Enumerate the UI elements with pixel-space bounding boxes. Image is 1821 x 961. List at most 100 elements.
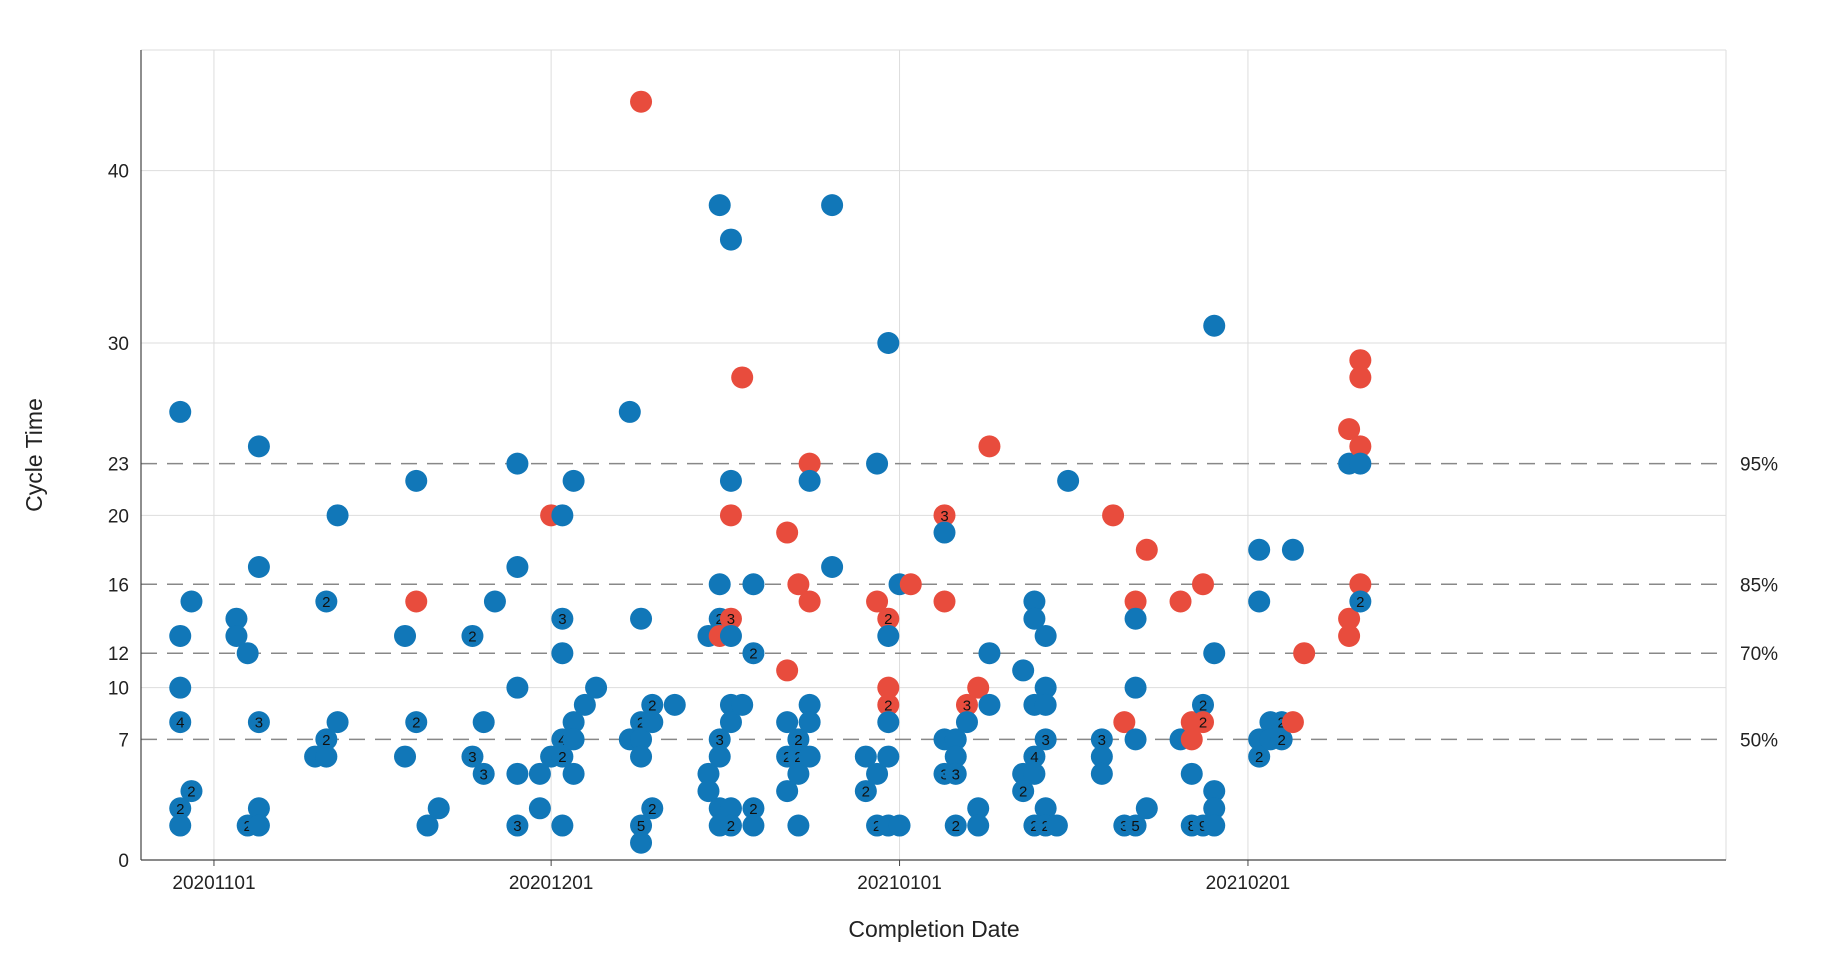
data-point[interactable] xyxy=(562,711,585,734)
data-point[interactable] xyxy=(944,728,967,751)
data-point[interactable] xyxy=(967,676,990,699)
data-point[interactable] xyxy=(1281,711,1304,734)
data-point[interactable] xyxy=(394,745,417,768)
data-point[interactable] xyxy=(169,797,192,820)
data-point[interactable] xyxy=(888,814,911,837)
data-point[interactable] xyxy=(1248,538,1271,561)
data-point[interactable] xyxy=(562,762,585,785)
data-point[interactable] xyxy=(405,711,428,734)
data-point[interactable] xyxy=(169,676,192,699)
data-point[interactable] xyxy=(1102,504,1125,527)
data-point[interactable] xyxy=(944,745,967,768)
data-point[interactable] xyxy=(551,607,574,630)
data-point[interactable] xyxy=(877,624,900,647)
data-point[interactable] xyxy=(585,676,608,699)
data-point[interactable] xyxy=(630,607,653,630)
data-point[interactable] xyxy=(877,711,900,734)
data-point[interactable] xyxy=(1349,452,1372,475)
data-point[interactable] xyxy=(1203,814,1226,837)
data-point[interactable] xyxy=(787,814,810,837)
data-point[interactable] xyxy=(315,590,338,613)
data-point[interactable] xyxy=(1349,573,1372,596)
data-point[interactable] xyxy=(326,504,349,527)
data-point[interactable] xyxy=(551,814,574,837)
data-point[interactable] xyxy=(1169,590,1192,613)
data-point[interactable] xyxy=(461,745,484,768)
data-point[interactable] xyxy=(719,607,742,630)
data-point[interactable] xyxy=(798,590,821,613)
data-point[interactable] xyxy=(236,642,259,665)
data-point[interactable] xyxy=(776,780,799,803)
data-point[interactable] xyxy=(821,194,844,217)
data-point[interactable] xyxy=(247,435,270,458)
data-point[interactable] xyxy=(405,469,428,492)
data-point[interactable] xyxy=(506,452,529,475)
data-point[interactable] xyxy=(854,780,877,803)
data-point[interactable] xyxy=(787,573,810,596)
data-point[interactable] xyxy=(630,745,653,768)
data-point[interactable] xyxy=(944,762,967,785)
data-point[interactable] xyxy=(630,90,653,113)
data-point[interactable] xyxy=(877,745,900,768)
data-point[interactable] xyxy=(1338,607,1361,630)
data-point[interactable] xyxy=(180,590,203,613)
data-point[interactable] xyxy=(866,452,889,475)
data-point[interactable] xyxy=(877,331,900,354)
data-point[interactable] xyxy=(1248,745,1271,768)
data-point[interactable] xyxy=(1293,642,1316,665)
data-point[interactable] xyxy=(1281,538,1304,561)
data-point[interactable] xyxy=(1124,676,1147,699)
data-point[interactable] xyxy=(1349,349,1372,372)
data-point[interactable] xyxy=(1338,624,1361,647)
data-point[interactable] xyxy=(1180,762,1203,785)
data-point[interactable] xyxy=(1124,607,1147,630)
data-point[interactable] xyxy=(472,711,495,734)
data-point[interactable] xyxy=(506,814,529,837)
data-point[interactable] xyxy=(506,556,529,579)
data-point[interactable] xyxy=(708,728,731,751)
data-point[interactable] xyxy=(394,624,417,647)
data-point[interactable] xyxy=(1192,573,1214,596)
data-point[interactable] xyxy=(742,797,765,820)
data-point[interactable] xyxy=(798,711,821,734)
data-point[interactable] xyxy=(742,814,765,837)
data-point[interactable] xyxy=(315,728,338,751)
data-point[interactable] xyxy=(1090,728,1113,751)
data-point[interactable] xyxy=(933,521,956,544)
data-point[interactable] xyxy=(731,693,754,716)
data-point[interactable] xyxy=(798,745,821,768)
data-point[interactable] xyxy=(944,814,967,837)
data-point[interactable] xyxy=(641,797,664,820)
data-point[interactable] xyxy=(708,573,731,596)
data-point[interactable] xyxy=(719,711,742,734)
data-point[interactable] xyxy=(719,797,742,820)
data-point[interactable] xyxy=(1349,366,1372,389)
data-point[interactable] xyxy=(169,711,192,734)
data-point[interactable] xyxy=(326,711,349,734)
data-point[interactable] xyxy=(1034,624,1057,647)
data-point[interactable] xyxy=(1192,693,1214,716)
data-point[interactable] xyxy=(169,814,192,837)
data-point[interactable] xyxy=(1023,590,1046,613)
data-point[interactable] xyxy=(1135,797,1158,820)
data-point[interactable] xyxy=(933,504,956,527)
data-point[interactable] xyxy=(630,814,653,837)
data-point[interactable] xyxy=(1012,659,1035,682)
data-point[interactable] xyxy=(899,573,922,596)
data-point[interactable] xyxy=(1090,762,1113,785)
data-point[interactable] xyxy=(798,452,821,475)
data-point[interactable] xyxy=(180,780,203,803)
data-point[interactable] xyxy=(225,607,248,630)
data-point[interactable] xyxy=(472,762,495,785)
data-point[interactable] xyxy=(506,676,529,699)
data-point[interactable] xyxy=(776,521,799,544)
data-point[interactable] xyxy=(1090,745,1113,768)
data-point[interactable] xyxy=(1023,745,1046,768)
data-point[interactable] xyxy=(719,504,742,527)
data-point[interactable] xyxy=(573,693,596,716)
data-point[interactable] xyxy=(618,400,641,423)
data-point[interactable] xyxy=(1349,435,1372,458)
data-point[interactable] xyxy=(697,762,720,785)
data-point[interactable] xyxy=(866,590,889,613)
data-point[interactable] xyxy=(821,556,844,579)
